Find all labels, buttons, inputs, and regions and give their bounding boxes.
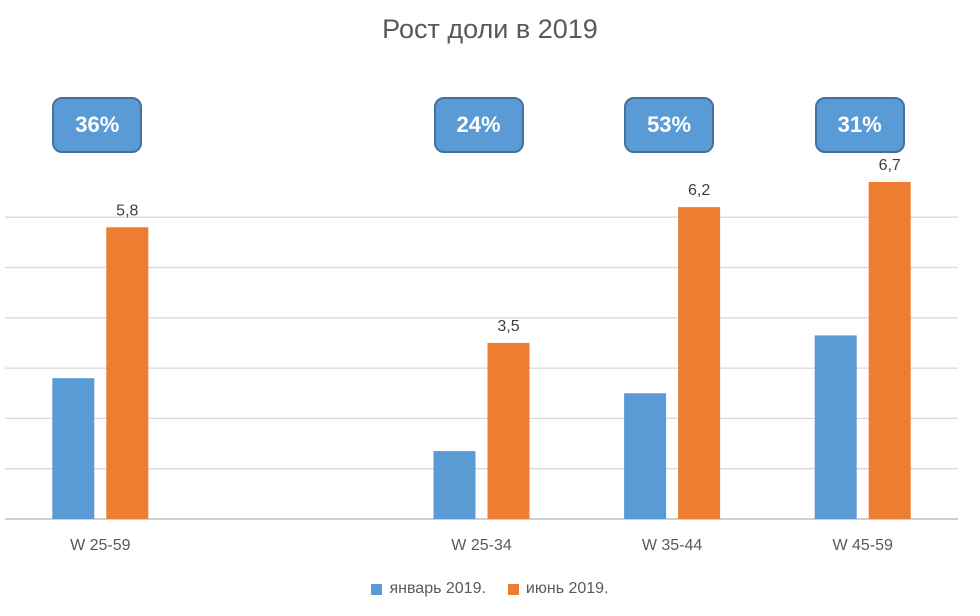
legend-item-january: январь 2019. [371,580,486,598]
growth-callout: 31% [814,97,905,153]
x-tick-label: W 25-34 [451,537,512,554]
x-tick-label: W 25-59 [70,537,131,554]
legend-swatch-january [371,583,383,595]
bar-january [52,378,95,519]
x-tick-label: W 45-59 [832,537,893,554]
legend-label-january: январь 2019. [389,580,486,597]
x-tick-label: W 35-44 [642,537,703,554]
growth-callout: 24% [433,97,524,153]
legend: январь 2019. июнь 2019. [0,580,980,598]
data-label: 6,2 [688,182,710,199]
bar-june [678,207,721,519]
data-label: 5,8 [116,202,138,219]
bar-june [487,342,530,519]
bar-january [624,393,667,519]
data-label: 6,7 [879,157,901,174]
bar-january [814,335,857,519]
bar-january [433,451,476,519]
legend-item-june: июнь 2019. [507,580,609,598]
growth-callout: 53% [624,97,715,153]
legend-label-june: июнь 2019. [525,580,609,597]
growth-callout: 36% [52,97,143,153]
bar-june [868,181,911,520]
data-label: 3,5 [497,318,519,335]
legend-swatch-june [507,583,519,595]
chart-title: Рост доли в 2019 [382,14,598,44]
bar-june [106,227,149,519]
